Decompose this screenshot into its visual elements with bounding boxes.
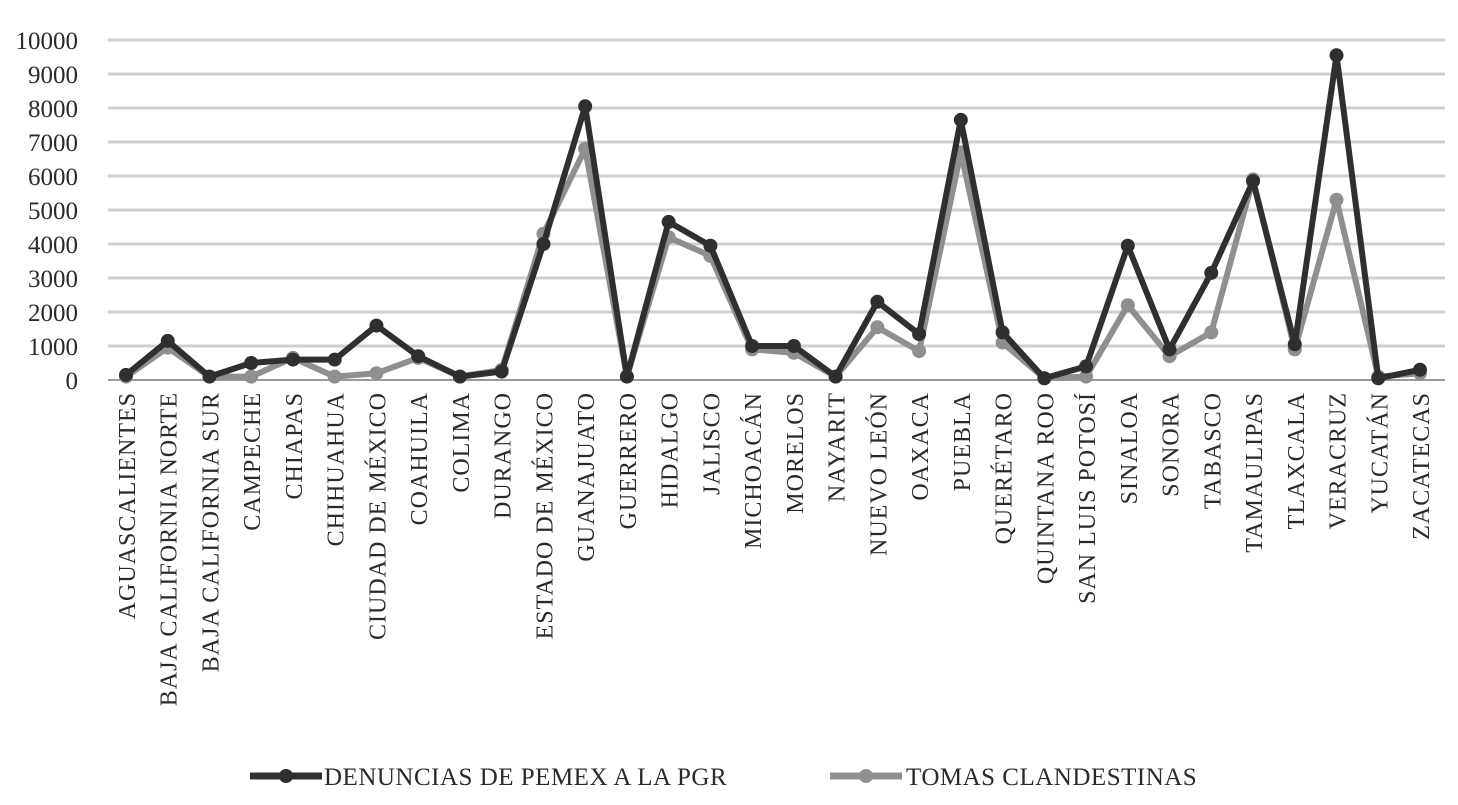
x-tick-label: VERACRUZ: [1326, 392, 1352, 529]
data-point: [661, 214, 676, 229]
data-point: [1162, 342, 1177, 357]
x-tick-label: MORELOS: [783, 392, 809, 514]
y-tick-label: 7000: [28, 130, 78, 157]
x-tick-label: YUCATÁN: [1367, 392, 1393, 514]
data-point: [536, 237, 551, 251]
x-tick-label: GUERRERO: [616, 392, 642, 529]
data-point: [411, 349, 426, 364]
legend: DENUNCIAS DE PEMEX A LA PGR TOMAS CLANDE…: [250, 764, 1197, 791]
x-tick-label: BAJA CALIFORNIA NORTE: [157, 392, 183, 706]
x-tick-label: QUERÉTARO: [992, 392, 1018, 544]
legend-marker-tomas: [859, 769, 873, 783]
data-point: [369, 366, 384, 381]
data-point: [1371, 371, 1386, 386]
legend-label-denuncias: DENUNCIAS DE PEMEX A LA PGR: [324, 764, 727, 791]
x-tick-label: DURANGO: [491, 392, 517, 519]
data-point: [285, 352, 300, 367]
y-tick-label: 6000: [28, 164, 78, 191]
x-tick-label: NAYARIT: [825, 392, 851, 502]
x-tick-label: OAXACA: [908, 392, 934, 501]
data-point: [452, 369, 467, 384]
x-axis-ticks: AGUASCALIENTES BAJA CALIFORNIA NORTE BAJA …: [115, 392, 1435, 706]
x-tick-label: CIUDAD DE MÉXICO: [365, 392, 391, 640]
data-point: [953, 112, 968, 127]
y-tick-label: 10000: [16, 28, 79, 55]
legend-marker-denuncias: [279, 769, 293, 783]
x-tick-label: COLIMA: [449, 392, 475, 493]
data-point: [1120, 298, 1135, 313]
data-point: [1079, 359, 1094, 374]
data-point: [912, 344, 927, 359]
data-point: [244, 356, 259, 370]
data-point: [1037, 371, 1052, 386]
data-point: [703, 238, 718, 253]
y-tick-label: 0: [66, 368, 79, 395]
x-tick-label: SAN LUIS POTOSÍ: [1075, 392, 1101, 604]
series-lines: [119, 48, 1427, 386]
x-tick-label: TABASCO: [1200, 392, 1226, 509]
data-point: [1246, 174, 1261, 189]
data-point: [369, 318, 384, 333]
data-point: [870, 294, 885, 309]
x-tick-label: CHIHUAHUA: [324, 392, 350, 546]
x-tick-label: SINALOA: [1117, 392, 1143, 504]
data-point: [327, 352, 342, 367]
series-0: [119, 48, 1427, 386]
data-point: [1329, 48, 1344, 63]
y-tick-label: 5000: [28, 198, 78, 225]
x-tick-label: QUINTANA ROO: [1033, 392, 1059, 584]
x-tick-label: BAJA CALIFORNIA SUR: [198, 392, 224, 672]
x-tick-label: AGUASCALIENTES: [115, 392, 141, 619]
data-point: [1413, 362, 1427, 377]
y-tick-label: 8000: [28, 96, 78, 123]
x-tick-label: ESTADO DE MÉXICO: [532, 392, 558, 639]
x-tick-label: TLAXCALA: [1284, 392, 1310, 529]
data-point: [870, 320, 885, 335]
x-tick-label: HIDALGO: [658, 392, 684, 508]
data-point: [619, 369, 634, 384]
data-point: [1204, 265, 1219, 280]
data-point: [995, 325, 1010, 340]
data-point: [578, 99, 593, 114]
x-tick-label: SONORA: [1159, 392, 1185, 497]
x-tick-label: CAMPECHE: [240, 392, 266, 531]
data-point: [1204, 325, 1219, 340]
x-tick-label: GUANAJUATO: [574, 392, 600, 562]
series-line: [123, 52, 1423, 382]
y-tick-label: 2000: [28, 300, 78, 327]
x-tick-label: COAHUILA: [407, 392, 433, 525]
y-tick-label: 3000: [28, 266, 78, 293]
x-tick-label: NUEVO LEÓN: [865, 392, 892, 556]
y-tick-label: 9000: [28, 62, 78, 89]
data-point: [494, 364, 509, 379]
data-point: [745, 339, 760, 353]
x-tick-label: PUEBLA: [950, 392, 976, 491]
data-point: [912, 327, 927, 342]
x-tick-label: CHIAPAS: [282, 392, 308, 500]
data-point: [828, 369, 843, 384]
x-tick-label: TAMAULIPAS: [1242, 392, 1268, 553]
gridlines: [108, 38, 1445, 348]
y-tick-label: 1000: [28, 334, 78, 361]
data-point: [119, 367, 133, 382]
data-point: [1120, 238, 1135, 253]
data-point: [244, 369, 259, 384]
data-point: [202, 369, 217, 384]
data-point: [1079, 369, 1094, 384]
data-point: [1329, 192, 1344, 207]
y-tick-label: 4000: [28, 232, 78, 259]
data-point: [786, 339, 801, 353]
x-tick-label: ZACATECAS: [1409, 392, 1435, 540]
x-tick-label: JALISCO: [699, 392, 725, 495]
data-point: [160, 333, 175, 348]
legend-label-tomas: TOMAS CLANDESTINAS: [906, 764, 1197, 791]
data-point: [1287, 337, 1302, 352]
data-point: [327, 369, 342, 384]
y-axis-ticks: 0 1000 2000 3000 4000 5000 6000 7000 8000 9000 100…: [16, 28, 79, 395]
x-tick-label: MICHOACÁN: [741, 392, 767, 549]
